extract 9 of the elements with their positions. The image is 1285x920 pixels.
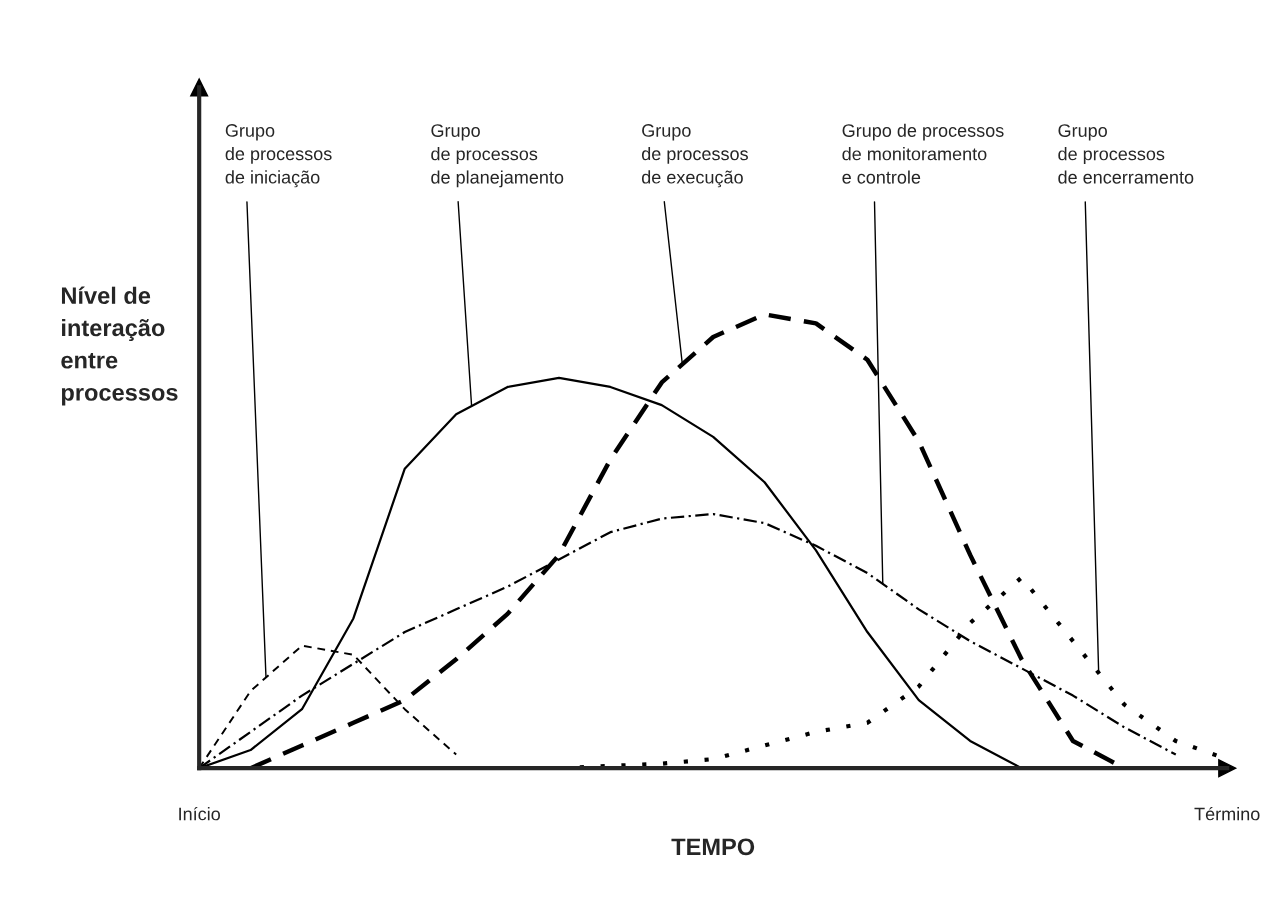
text: Grupo de processos de iniciação xyxy=(225,124,332,188)
x-tick-label: Término xyxy=(1194,806,1260,821)
text: Grupo de processos de execução xyxy=(641,124,748,188)
x-axis-title: TEMPO xyxy=(671,838,755,856)
text: Grupo de processos de monitoramento e controle xyxy=(842,123,1004,184)
text: Grupo de processos de encerramento xyxy=(1058,124,1194,184)
y-axis-title: Nível de interação entre processos xyxy=(61,286,178,406)
x-tick-label: Início xyxy=(179,806,220,821)
text: Grupo de processos de planejamento xyxy=(431,124,564,188)
